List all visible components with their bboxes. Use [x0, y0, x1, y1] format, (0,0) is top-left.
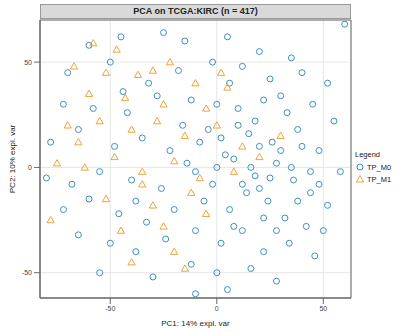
html-text:Legend: Legend [355, 150, 380, 159]
html-text:TP_M0: TP_M0 [367, 162, 392, 172]
svg-text:PC2: 10% expl. var: PC2: 10% expl. var [8, 124, 17, 193]
html-text:TP_M1: TP_M1 [367, 174, 392, 184]
svg-text:50: 50 [24, 59, 32, 66]
html-text:PCA on TCGA:KIRC (n = 417): PCA on TCGA:KIRC (n = 417) [133, 6, 258, 16]
svg-text:0: 0 [215, 305, 219, 312]
svg-text:PC1: 14% expl. var: PC1: 14% expl. var [161, 319, 230, 328]
svg-text:-50: -50 [22, 269, 32, 276]
svg-text:0: 0 [28, 164, 32, 171]
svg-text:-50: -50 [105, 305, 115, 312]
svg-text:50: 50 [319, 305, 327, 312]
